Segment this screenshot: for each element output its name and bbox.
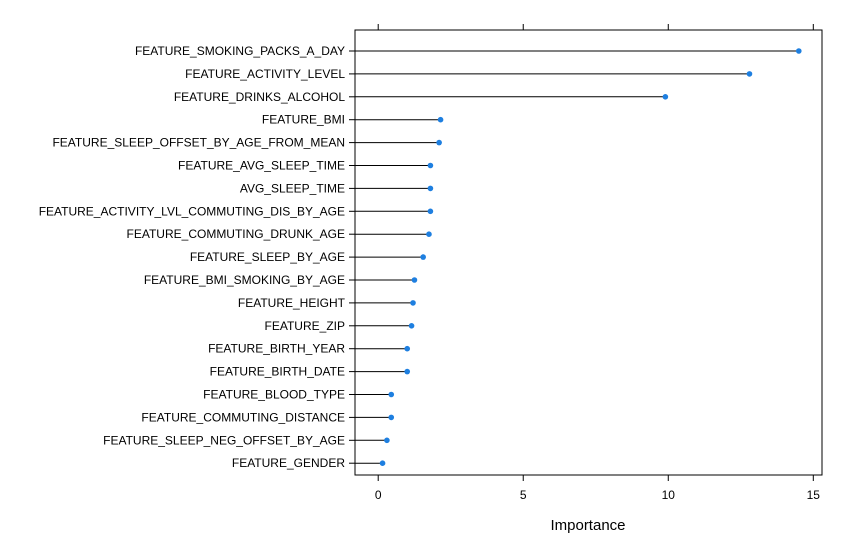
lollipop-point: [795, 48, 802, 54]
lollipop-point: [746, 71, 753, 77]
y-tick-label: FEATURE_SLEEP_BY_AGE: [190, 250, 345, 264]
lollipop-point: [437, 116, 444, 123]
lollipop-point: [662, 94, 669, 100]
lollipop-point: [384, 437, 390, 444]
y-tick-label: FEATURE_ZIP: [265, 319, 345, 333]
lollipop-points: [379, 48, 802, 467]
y-tick-label: FEATURE_BLOOD_TYPE: [203, 388, 345, 402]
lollipop-point: [420, 254, 426, 260]
plot-frame: [354, 29, 823, 476]
lollipop-point: [388, 391, 395, 398]
y-tick-label: FEATURE_BMI: [262, 113, 345, 127]
y-tick-label: FEATURE_AVG_SLEEP_TIME: [178, 159, 345, 173]
y-tick-label: AVG_SLEEP_TIME: [240, 181, 345, 195]
x-axis-title: Importance: [550, 517, 625, 534]
y-tick-label: FEATURE_COMMUTING_DRUNK_AGE: [127, 227, 345, 241]
lollipop-point: [408, 323, 415, 329]
lollipop-stems: [355, 50, 799, 464]
y-tick-label: FEATURE_SLEEP_OFFSET_BY_AGE_FROM_MEAN: [52, 136, 345, 150]
y-tick-labels: FEATURE_SMOKING_PACKS_A_DAY FEATURE_ACTIV…: [39, 44, 346, 470]
lollipop-point: [427, 162, 434, 169]
lollipop-point: [411, 277, 418, 283]
x-tick-label: 0: [375, 488, 382, 502]
lollipop-point: [427, 208, 434, 215]
x-tick-label: 15: [807, 488, 821, 502]
y-tick-label: FEATURE_BIRTH_YEAR: [208, 342, 345, 356]
lollipop-point: [427, 185, 434, 192]
y-tick-label: FEATURE_BMI_SMOKING_BY_AGE: [144, 273, 345, 287]
lollipop-point: [388, 414, 395, 421]
y-tick-label: FEATURE_BIRTH_DATE: [210, 365, 345, 379]
lollipop-point: [436, 139, 442, 146]
y-tick-label: FEATURE_COMMUTING_DISTANCE: [141, 410, 345, 424]
lollipop-point: [404, 368, 411, 375]
lollipop-point: [404, 345, 411, 352]
y-tick-label: FEATURE_DRINKS_ALCOHOL: [174, 90, 345, 104]
lollipop-point: [426, 231, 432, 237]
x-axis: 0 5 10 15: [375, 24, 820, 502]
y-tick-label: FEATURE_HEIGHT: [238, 296, 346, 310]
x-tick-label: 5: [520, 488, 527, 502]
x-tick-label: 10: [662, 488, 676, 502]
y-tick-label: FEATURE_ACTIVITY_LEVEL: [185, 67, 345, 81]
y-tick-label: FEATURE_ACTIVITY_LVL_COMMUTING_DIS_BY_AG…: [39, 204, 345, 218]
y-tick-marks: [349, 50, 355, 464]
lollipop-point: [379, 460, 386, 467]
y-tick-label: FEATURE_SLEEP_NEG_OFFSET_BY_AGE: [103, 433, 345, 447]
lollipop-point: [410, 300, 416, 306]
y-tick-label: FEATURE_GENDER: [232, 456, 345, 470]
y-tick-label: FEATURE_SMOKING_PACKS_A_DAY: [135, 44, 345, 58]
